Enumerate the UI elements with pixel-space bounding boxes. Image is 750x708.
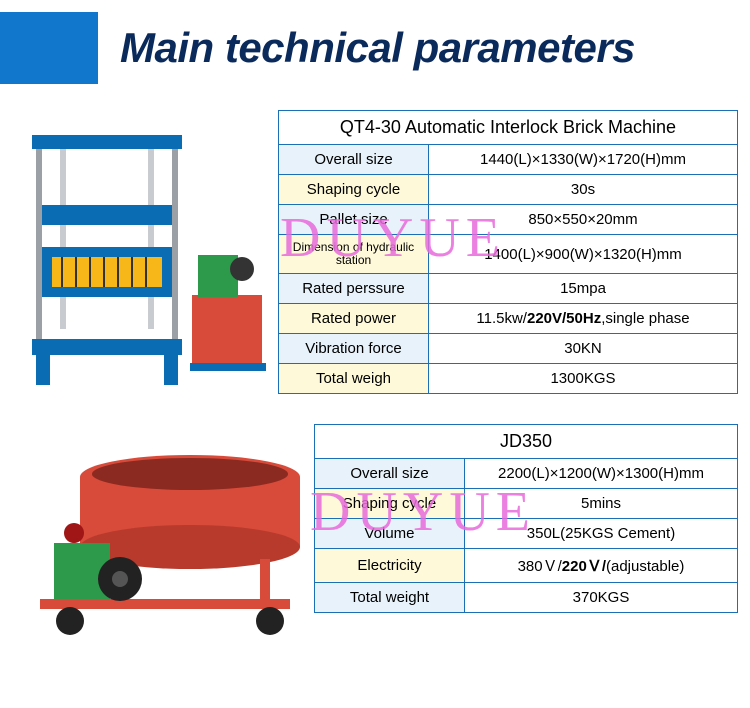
spec-label: Shaping cycle bbox=[279, 175, 429, 205]
spec-value: 30s bbox=[429, 175, 738, 205]
spec-value: 380Ｖ/220Ｖ/(adjustable) bbox=[465, 549, 738, 583]
product-section-2: JD350 Overall size2200(L)×1200(W)×1300(H… bbox=[0, 416, 750, 662]
spec-label: Overall size bbox=[279, 145, 429, 175]
spec-table-2: JD350 Overall size2200(L)×1200(W)×1300(H… bbox=[314, 424, 738, 613]
header-accent bbox=[0, 12, 98, 84]
spec-label: Volume bbox=[315, 519, 465, 549]
spec-label: Pallet size bbox=[279, 205, 429, 235]
spec-value: 850×550×20mm bbox=[429, 205, 738, 235]
product-title: QT4-30 Automatic Interlock Brick Machine bbox=[279, 111, 738, 145]
product-section-1: QT4-30 Automatic Interlock Brick Machine… bbox=[0, 102, 750, 408]
spec-value: 15mpa bbox=[429, 274, 738, 304]
spec-value: 350L(25KGS Cement) bbox=[465, 519, 738, 549]
spec-value: 2200(L)×1200(W)×1300(H)mm bbox=[465, 459, 738, 489]
spec-value: 1440(L)×1330(W)×1720(H)mm bbox=[429, 145, 738, 175]
spec-label: Rated power bbox=[279, 304, 429, 334]
spec-value: 1400(L)×900(W)×1320(H)mm bbox=[429, 235, 738, 274]
spec-label: Vibration force bbox=[279, 334, 429, 364]
product-title: JD350 bbox=[315, 425, 738, 459]
spec-value: 5mins bbox=[465, 489, 738, 519]
spec-label: Electricity bbox=[315, 549, 465, 583]
spec-value: 11.5kw/220V/50Hz,single phase bbox=[429, 304, 738, 334]
spec-value: 1300KGS bbox=[429, 364, 738, 394]
spec-label: Rated perssure bbox=[279, 274, 429, 304]
brick-machine-image bbox=[6, 110, 278, 400]
spec-label: Dimension of hydraulic station bbox=[279, 235, 429, 274]
spec-label: Overall size bbox=[315, 459, 465, 489]
mixer-image bbox=[6, 424, 314, 654]
spec-table-1: QT4-30 Automatic Interlock Brick Machine… bbox=[278, 110, 738, 394]
header: Main technical parameters bbox=[0, 0, 750, 96]
spec-label: Total weigh bbox=[279, 364, 429, 394]
page-title: Main technical parameters bbox=[120, 24, 635, 72]
spec-value: 30KN bbox=[429, 334, 738, 364]
spec-value: 370KGS bbox=[465, 583, 738, 613]
spec-label: Total weight bbox=[315, 583, 465, 613]
spec-label: Shaping cycle bbox=[315, 489, 465, 519]
